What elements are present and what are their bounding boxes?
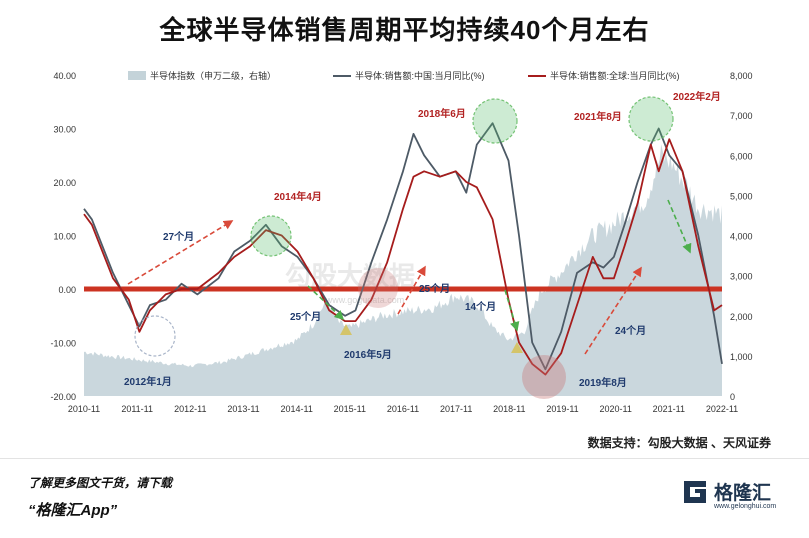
y-right-tick-label: 0 [730, 392, 735, 402]
brand-url: www.gelonghui.com [714, 503, 777, 510]
annotation-label: 24个月 [615, 324, 646, 337]
x-tick-label: 2017-11 [440, 404, 472, 414]
x-tick-label: 2014-11 [280, 404, 312, 414]
chart-title: 全球半导体销售周期平均持续40个月左右 [159, 15, 650, 45]
annotation-label: 25个月 [290, 310, 321, 323]
y-right-tick-label: 6,000 [730, 151, 753, 161]
y-left-tick-label: -20.00 [50, 392, 76, 402]
x-tick-label: 2010-11 [68, 404, 100, 414]
peak-circle-2014 [250, 215, 292, 257]
x-tick-label: 2020-11 [599, 404, 631, 414]
x-tick-label: 2016-11 [387, 404, 419, 414]
legend-label-index: 半导体指数（申万二级，右轴） [150, 70, 276, 81]
x-tick-label: 2022-11 [706, 404, 738, 414]
trough-circle-2016 [358, 268, 398, 308]
arrow-down-2018-2019 [504, 289, 520, 332]
annotation-label: 2012年1月 [124, 375, 172, 388]
legend-swatch-index [128, 71, 146, 80]
annotation-label: 25个月 [419, 282, 450, 295]
annotation-label: 2019年8月 [579, 376, 627, 389]
brand-logo-icon [684, 481, 706, 503]
trough-circle-2012 [134, 315, 176, 357]
peak-circle-2018 [472, 98, 518, 144]
y-left-tick-label: -10.00 [50, 339, 76, 349]
arrow-up-2016-2018 [397, 265, 426, 315]
annotation-label: 2021年8月 [574, 110, 622, 123]
arrow-down-2014-2016 [307, 285, 345, 321]
x-tick-label: 2021-11 [653, 404, 685, 414]
annotation-label: 2022年2月 [673, 90, 721, 103]
x-tick-label: 2013-11 [227, 404, 259, 414]
watermark-url: www.gogudata.com [325, 295, 405, 305]
y-right-tick-label: 3,000 [730, 272, 753, 282]
trough-circle-2019 [522, 355, 566, 399]
y-right-tick-label: 4,000 [730, 232, 753, 242]
y-right-tick-label: 7,000 [730, 111, 753, 121]
arrow-down-2022 [667, 199, 692, 254]
area-series-index [84, 144, 722, 396]
x-tick-label: 2011-11 [121, 404, 153, 414]
y-left-tick-label: 10.00 [53, 232, 76, 242]
brand-name: 格隆汇 [714, 483, 772, 504]
annotation-label: 2014年4月 [274, 190, 322, 203]
arrow-up-2012-2014 [127, 220, 234, 285]
annotation-label: 2018年6月 [418, 107, 466, 120]
y-right-tick-label: 8,000 [730, 71, 753, 81]
annotation-label: 2016年5月 [344, 348, 392, 361]
y-left-tick-label: 20.00 [53, 178, 76, 188]
legend-label-global: 半导体:销售额:全球:当月同比(%) [550, 70, 680, 81]
footer-divider [0, 458, 809, 459]
line-series-china [83, 122, 723, 371]
y-right-tick-label: 5,000 [730, 191, 753, 201]
marker-triangle-2016 [340, 324, 352, 335]
source-text: 数据支持：勾股大数据 、天风证券 [587, 436, 771, 450]
chart-svg: 40.00 30.00 20.00 10.00 0.00 -10.00 -20.00 8,00… [50, 70, 753, 414]
x-tick-label: 2015-11 [334, 404, 366, 414]
annotation-label: 27个月 [163, 230, 194, 243]
x-tick-label: 2012-11 [174, 404, 206, 414]
footer-line1: 了解更多图文干货，请下载 [28, 476, 173, 490]
peak-circle-2021 [628, 96, 674, 142]
y-left-tick-label: 30.00 [53, 125, 76, 135]
y-right-tick-label: 1,000 [730, 352, 753, 362]
line-series-global [83, 138, 723, 376]
x-tick-label: 2019-11 [546, 404, 578, 414]
legend-label-china: 半导体:销售额:中国:当月同比(%) [355, 70, 485, 81]
marker-triangle-2019 [511, 342, 523, 353]
annotation-label: 14个月 [465, 300, 496, 313]
footer-line2: “格隆汇App” [28, 502, 118, 519]
y-left-tick-label: 0.00 [58, 285, 76, 295]
arrow-up-2019-2021 [584, 266, 642, 355]
x-tick-label: 2018-11 [493, 404, 525, 414]
y-left-tick-label: 40.00 [53, 71, 76, 81]
y-right-tick-label: 2,000 [730, 312, 753, 322]
